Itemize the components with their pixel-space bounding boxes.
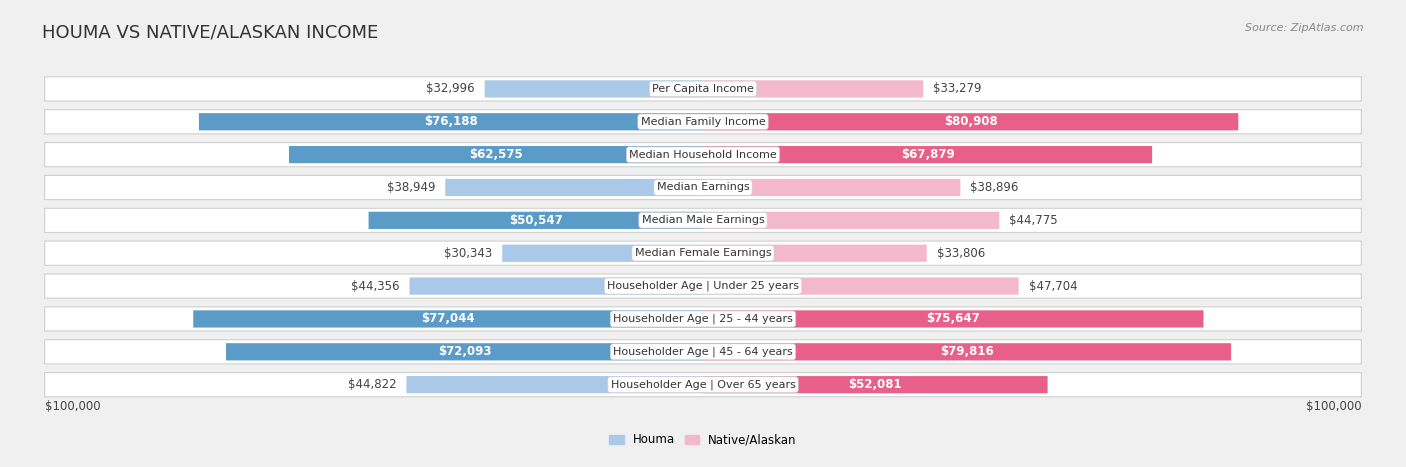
- FancyBboxPatch shape: [703, 179, 960, 196]
- FancyBboxPatch shape: [703, 80, 924, 98]
- Text: Median Female Earnings: Median Female Earnings: [634, 248, 772, 258]
- Text: $33,279: $33,279: [934, 82, 981, 95]
- FancyBboxPatch shape: [290, 146, 703, 163]
- FancyBboxPatch shape: [45, 110, 1361, 134]
- Legend: Houma, Native/Alaskan: Houma, Native/Alaskan: [605, 429, 801, 451]
- Text: $100,000: $100,000: [1306, 400, 1361, 412]
- Text: Per Capita Income: Per Capita Income: [652, 84, 754, 94]
- Text: Source: ZipAtlas.com: Source: ZipAtlas.com: [1246, 23, 1364, 33]
- Text: $80,908: $80,908: [943, 115, 997, 128]
- FancyBboxPatch shape: [485, 80, 703, 98]
- FancyBboxPatch shape: [703, 376, 1047, 393]
- FancyBboxPatch shape: [446, 179, 703, 196]
- Text: $32,996: $32,996: [426, 82, 475, 95]
- FancyBboxPatch shape: [703, 212, 1000, 229]
- Text: Householder Age | 45 - 64 years: Householder Age | 45 - 64 years: [613, 347, 793, 357]
- Text: $75,647: $75,647: [927, 312, 980, 325]
- Text: $77,044: $77,044: [422, 312, 475, 325]
- FancyBboxPatch shape: [45, 373, 1361, 397]
- FancyBboxPatch shape: [703, 277, 1018, 295]
- Text: $44,822: $44,822: [347, 378, 396, 391]
- Text: $62,575: $62,575: [470, 148, 523, 161]
- FancyBboxPatch shape: [45, 142, 1361, 167]
- Text: $52,081: $52,081: [848, 378, 903, 391]
- Text: $76,188: $76,188: [425, 115, 478, 128]
- FancyBboxPatch shape: [406, 376, 703, 393]
- FancyBboxPatch shape: [193, 311, 703, 327]
- FancyBboxPatch shape: [409, 277, 703, 295]
- Text: $100,000: $100,000: [45, 400, 100, 412]
- Text: $44,356: $44,356: [352, 280, 399, 293]
- Text: HOUMA VS NATIVE/ALASKAN INCOME: HOUMA VS NATIVE/ALASKAN INCOME: [42, 23, 378, 42]
- Text: Median Family Income: Median Family Income: [641, 117, 765, 127]
- Text: $47,704: $47,704: [1029, 280, 1077, 293]
- Text: $79,816: $79,816: [941, 345, 994, 358]
- Text: Householder Age | Over 65 years: Householder Age | Over 65 years: [610, 379, 796, 390]
- FancyBboxPatch shape: [368, 212, 703, 229]
- FancyBboxPatch shape: [502, 245, 703, 262]
- Text: $30,343: $30,343: [444, 247, 492, 260]
- Text: $44,775: $44,775: [1010, 214, 1057, 227]
- Text: $38,949: $38,949: [387, 181, 436, 194]
- FancyBboxPatch shape: [226, 343, 703, 361]
- Text: $38,896: $38,896: [970, 181, 1019, 194]
- FancyBboxPatch shape: [703, 311, 1204, 327]
- FancyBboxPatch shape: [703, 343, 1232, 361]
- Text: Median Male Earnings: Median Male Earnings: [641, 215, 765, 226]
- FancyBboxPatch shape: [45, 307, 1361, 331]
- Text: Householder Age | Under 25 years: Householder Age | Under 25 years: [607, 281, 799, 291]
- FancyBboxPatch shape: [703, 113, 1239, 130]
- Text: Median Earnings: Median Earnings: [657, 183, 749, 192]
- Text: Householder Age | 25 - 44 years: Householder Age | 25 - 44 years: [613, 314, 793, 324]
- FancyBboxPatch shape: [45, 176, 1361, 199]
- FancyBboxPatch shape: [45, 77, 1361, 101]
- FancyBboxPatch shape: [198, 113, 703, 130]
- FancyBboxPatch shape: [45, 340, 1361, 364]
- Text: $33,806: $33,806: [936, 247, 984, 260]
- Text: $67,879: $67,879: [901, 148, 955, 161]
- Text: Median Household Income: Median Household Income: [628, 149, 778, 160]
- FancyBboxPatch shape: [45, 241, 1361, 265]
- FancyBboxPatch shape: [703, 146, 1152, 163]
- Text: $72,093: $72,093: [437, 345, 491, 358]
- FancyBboxPatch shape: [703, 245, 927, 262]
- FancyBboxPatch shape: [45, 274, 1361, 298]
- Text: $50,547: $50,547: [509, 214, 562, 227]
- FancyBboxPatch shape: [45, 208, 1361, 233]
